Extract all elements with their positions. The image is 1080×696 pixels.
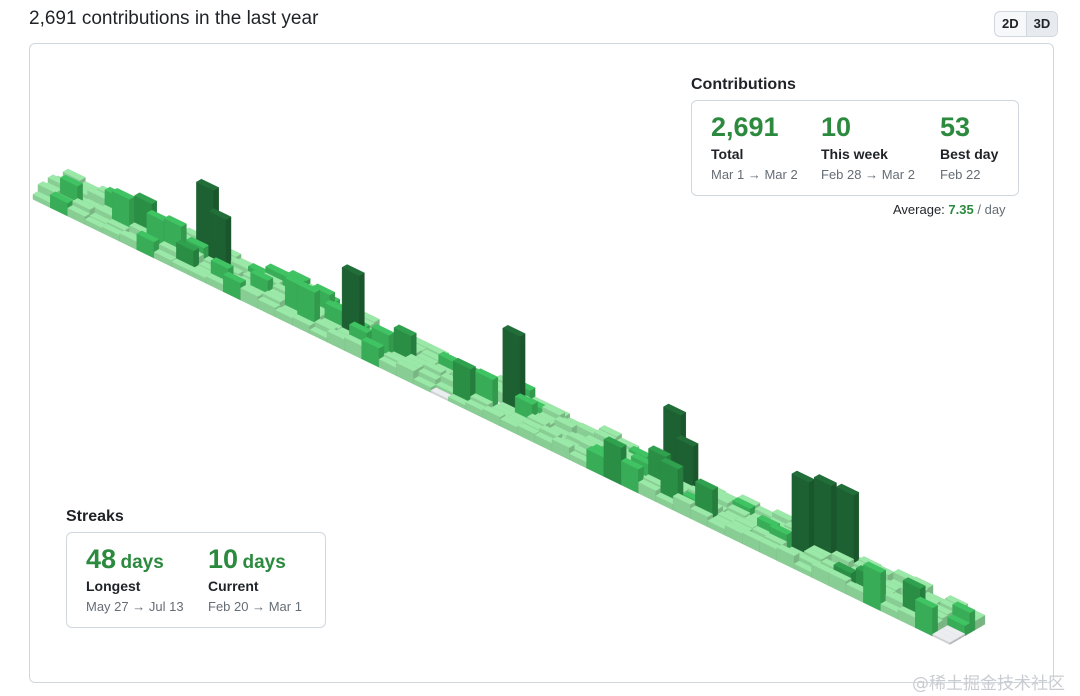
- streak-current-value: 10: [208, 544, 239, 574]
- contribution-bar: [292, 314, 316, 335]
- streak-longest-range: May 27 → Jul 13: [86, 599, 184, 614]
- contribution-bar: [813, 474, 837, 567]
- contribution-bar: [932, 630, 956, 645]
- contribution-bar: [452, 357, 476, 407]
- toggle-2d-button[interactable]: 2D: [1002, 16, 1019, 31]
- average-per-day: Average: 7.35 / day: [893, 202, 1006, 217]
- stat-total-label: Total: [711, 146, 744, 162]
- isometric-contribution-graph: [32, 168, 986, 645]
- contribution-bar: [297, 281, 321, 332]
- contribution-bar: [836, 483, 860, 572]
- contribution-bar: [395, 359, 420, 385]
- stat-total: 2,691 Total Mar 1 → Mar 2: [711, 111, 798, 182]
- average-unit: / day: [977, 202, 1006, 217]
- stat-best-day-label: Best day: [940, 146, 999, 162]
- streak-longest-unit: days: [120, 552, 164, 573]
- stat-this-week-range: Feb 28 → Mar 2: [821, 167, 915, 182]
- contribution-bar: [947, 614, 971, 637]
- contribution-bar: [208, 208, 232, 273]
- streaks-heading: Streaks: [66, 508, 124, 525]
- view-toggle: 2D 3D: [994, 11, 1059, 37]
- stat-this-week: 10 This week Feb 28 → Mar 2: [821, 111, 915, 182]
- stat-best-day-range: Feb 22: [940, 167, 981, 182]
- stat-total-value: 2,691: [711, 112, 779, 142]
- streak-longest-label: Longest: [86, 578, 141, 594]
- contributions-card: 2,691 Total Mar 1 → Mar 2 10 This week F…: [691, 100, 1019, 196]
- contribution-bar: [430, 387, 454, 402]
- streak-longest-value: 48: [86, 544, 117, 574]
- stat-this-week-label: This week: [821, 146, 888, 162]
- streak-longest: 48 days Longest May 27 → Jul 13: [86, 543, 184, 614]
- streak-current: 10 days Current Feb 20 → Mar 1: [208, 543, 302, 614]
- toggle-3d-button[interactable]: 3D: [1025, 12, 1058, 36]
- average-value: 7.35: [948, 202, 974, 217]
- streak-current-label: Current: [208, 578, 259, 594]
- contribution-bar: [791, 470, 815, 561]
- page-title: 2,691 contributions in the last year: [29, 8, 319, 29]
- contribution-bar: [620, 457, 644, 494]
- contribution-bar: [914, 596, 939, 637]
- streak-current-range: Feb 20 → Mar 1: [208, 599, 302, 614]
- stat-total-range: Mar 1 → Mar 2: [711, 167, 798, 182]
- streaks-card: 48 days Longest May 27 → Jul 13 10 days …: [66, 532, 326, 628]
- streak-current-unit: days: [242, 552, 286, 573]
- stat-this-week-value: 10: [821, 112, 852, 142]
- contribution-graph-panel: Contributions 2,691 Total Mar 1 → Mar 2 …: [29, 43, 1054, 683]
- watermark: @稀土掘金技术社区: [912, 674, 1065, 694]
- average-label: Average:: [893, 202, 945, 217]
- stat-best-day: 53 Best day Feb 22: [940, 111, 998, 182]
- contributions-heading: Contributions: [691, 76, 796, 93]
- stat-best-day-value: 53: [940, 112, 971, 142]
- contribution-bar: [862, 561, 887, 612]
